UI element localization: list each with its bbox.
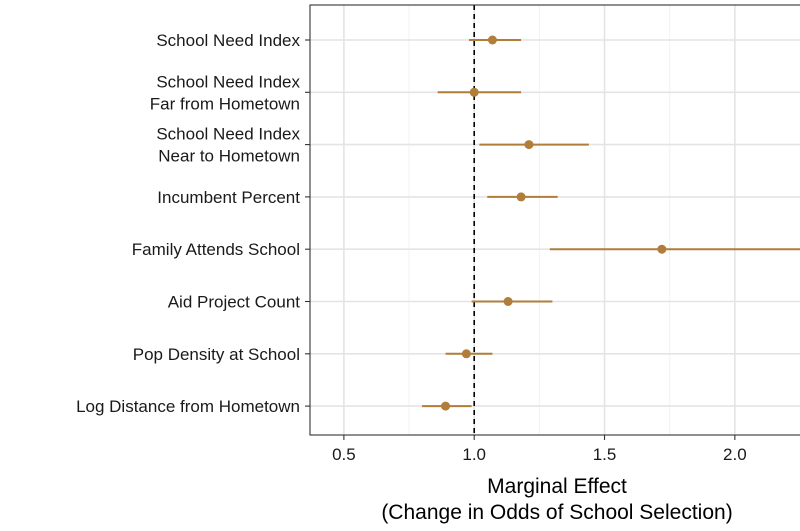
estimate-point	[516, 192, 526, 202]
estimate-point	[503, 297, 513, 306]
y-tick-label: Near to Hometown	[158, 147, 300, 166]
estimate-point	[461, 349, 471, 359]
x-tick-label: 2.0	[723, 445, 747, 464]
y-tick-label: Family Attends School	[132, 240, 300, 259]
estimate-point	[441, 401, 451, 411]
estimate-point	[657, 244, 667, 254]
x-tick-label: 0.5	[332, 445, 356, 464]
y-tick-label: Far from Hometown	[150, 94, 300, 113]
x-tick-label: 1.0	[462, 445, 486, 464]
panel-border	[309, 4, 800, 436]
x-tick-label: 1.5	[593, 445, 617, 464]
y-tick-label: Log Distance from Hometown	[76, 397, 300, 416]
x-axis-title-line2: (Change in Odds of School Selection)	[381, 501, 732, 524]
y-tick-label: Aid Project Count	[168, 293, 301, 312]
y-tick-label: School Need Index	[156, 125, 300, 144]
y-tick-label: Pop Density at School	[133, 345, 300, 364]
estimate-point	[487, 35, 497, 45]
estimate-point	[469, 87, 479, 97]
grid	[310, 5, 800, 435]
marks	[422, 35, 800, 411]
x-axis-title-line1: Marginal Effect	[487, 475, 627, 498]
axes: School Need Index School Need Index Far fr…	[76, 31, 747, 464]
y-tick-label: Incumbent Percent	[157, 188, 300, 207]
estimate-point	[524, 140, 534, 150]
y-tick-label: School Need Index	[156, 72, 300, 91]
y-tick-label: School Need Index	[156, 31, 300, 50]
